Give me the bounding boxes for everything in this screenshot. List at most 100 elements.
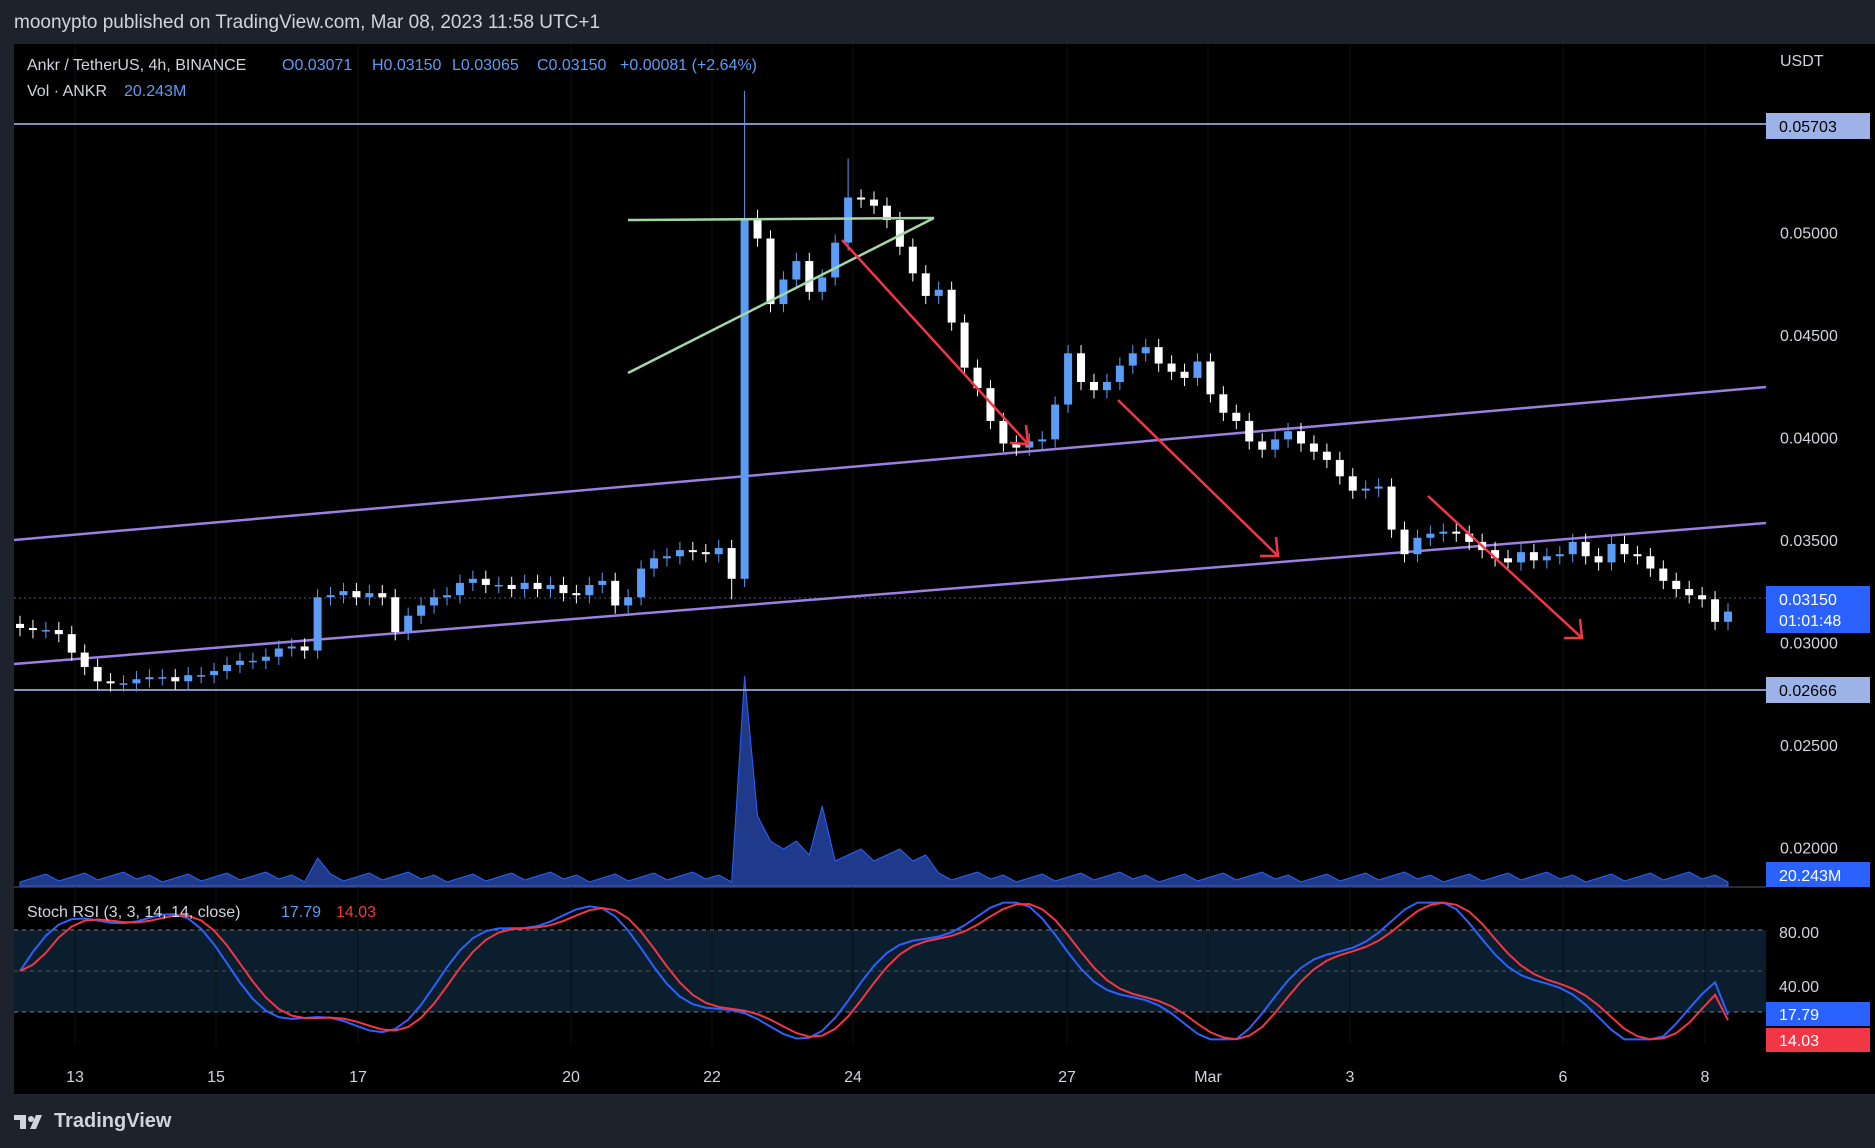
candle <box>494 584 503 587</box>
volume-badge <box>1766 862 1870 887</box>
triangle-top-line[interactable] <box>627 216 935 222</box>
time-axis[interactable]: 13 15 17 20 22 24 27 Mar 3 6 8 <box>66 1069 1709 1086</box>
time-tick: 8 <box>1701 1069 1710 1086</box>
candle <box>533 582 542 590</box>
candle <box>1542 556 1551 561</box>
arrow-1[interactable] <box>841 239 1030 446</box>
candle <box>1128 353 1137 366</box>
time-tick: Mar <box>1194 1069 1222 1086</box>
channel-lower-line[interactable] <box>13 521 1767 666</box>
candle <box>430 597 439 606</box>
candle <box>1387 486 1396 530</box>
candle <box>443 595 451 598</box>
candle <box>701 552 710 555</box>
candle <box>1711 599 1720 622</box>
level-bottom-badge <box>1766 677 1870 703</box>
candle <box>481 578 490 585</box>
time-tick: 22 <box>703 1069 721 1086</box>
tradingview-logo-icon <box>14 1114 42 1129</box>
stoch-d-line <box>19 901 1729 1041</box>
publish-header: moonypto published on TradingView.com, M… <box>0 0 1875 44</box>
candle <box>908 246 917 274</box>
price-tick: 0.02500 <box>1780 738 1838 755</box>
candle <box>1361 488 1370 491</box>
candle <box>960 322 969 368</box>
channel-upper-line[interactable] <box>13 385 1767 542</box>
brand-name: TradingView <box>54 1110 172 1132</box>
candle <box>1193 361 1202 378</box>
candle <box>753 218 762 239</box>
candle <box>1724 611 1732 622</box>
candle <box>1322 451 1331 460</box>
candle <box>805 261 814 292</box>
low-value: L0.03065 <box>452 57 519 74</box>
volume-histogram <box>19 675 1729 887</box>
candle <box>921 273 930 296</box>
candle <box>1555 554 1564 557</box>
candle <box>1167 363 1176 372</box>
candle <box>882 205 891 221</box>
candle <box>675 550 684 557</box>
level-top-badge <box>1766 113 1870 139</box>
triangle-bottom-line[interactable] <box>627 216 935 375</box>
candle <box>1516 552 1525 563</box>
candle <box>391 597 400 633</box>
tradingview-logo[interactable]: TradingView <box>14 1110 171 1133</box>
candle <box>1646 556 1655 569</box>
candle <box>1180 371 1189 378</box>
candle <box>727 548 736 579</box>
arrow-2[interactable] <box>1117 399 1280 558</box>
candle <box>611 580 620 606</box>
candle <box>1672 580 1681 590</box>
volume-label[interactable]: Vol · ANKR <box>27 83 107 100</box>
candle <box>624 597 633 606</box>
publish-text: moonypto published on TradingView.com, M… <box>14 12 601 33</box>
candle <box>41 630 50 632</box>
candle <box>1102 382 1111 391</box>
candle <box>365 593 374 598</box>
candle <box>740 218 749 579</box>
candle <box>1012 443 1021 448</box>
stoch-label[interactable]: Stoch RSI (3, 3, 14, 14, close) <box>27 904 240 921</box>
candle <box>714 548 723 555</box>
price-tick: 0.05000 <box>1780 225 1838 242</box>
price-tick: 0.04000 <box>1780 430 1838 447</box>
candle <box>1529 552 1538 561</box>
candle <box>171 677 180 682</box>
candle <box>1335 459 1344 477</box>
stoch-d-badge <box>1766 1028 1870 1052</box>
candle <box>1154 347 1163 364</box>
stoch-tick-40: 40.00 <box>1779 979 1819 996</box>
candle <box>688 550 697 553</box>
candle <box>1064 353 1073 405</box>
candle <box>54 630 63 635</box>
candle <box>1426 533 1435 538</box>
candle <box>934 289 943 296</box>
candle <box>1219 394 1228 413</box>
candle <box>106 681 115 684</box>
candle <box>818 277 827 292</box>
candle <box>999 420 1008 444</box>
candle <box>572 593 581 596</box>
high-value: H0.03150 <box>372 57 441 74</box>
candle <box>378 593 387 598</box>
candle <box>67 634 76 653</box>
candle <box>197 675 206 677</box>
candle <box>870 199 878 206</box>
candle <box>1348 476 1357 491</box>
candle <box>1297 431 1305 444</box>
candle <box>947 289 956 323</box>
candle <box>28 628 37 631</box>
arrow-3[interactable] <box>1427 495 1584 640</box>
time-axis-bg <box>14 1044 1766 1094</box>
candle <box>93 666 102 682</box>
candle <box>274 648 283 657</box>
stoch-d-badge-value: 14.03 <box>1779 1033 1819 1050</box>
candle <box>1284 431 1293 440</box>
candle <box>1077 353 1086 382</box>
countdown-value: 01:01:48 <box>1779 613 1841 630</box>
symbol-label[interactable]: Ankr / TetherUS, 4h, BINANCE <box>27 57 246 74</box>
price-pane[interactable] <box>14 44 1766 886</box>
candle <box>598 580 607 585</box>
